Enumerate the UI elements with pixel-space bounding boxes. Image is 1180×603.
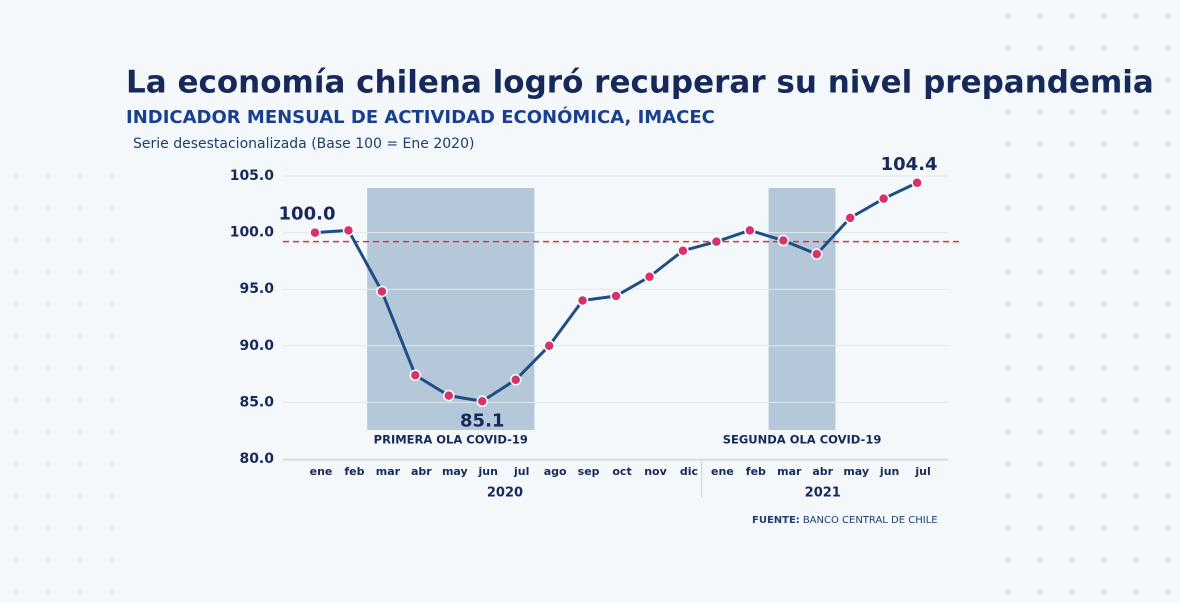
- data-point: [844, 212, 856, 224]
- x-tick-label: jun: [478, 465, 498, 478]
- x-tick-label: abr: [411, 465, 432, 478]
- shaded-period: [768, 188, 836, 430]
- x-tick-label: may: [442, 465, 468, 478]
- x-tick-label: mar: [777, 465, 802, 478]
- x-group-label: 2021: [805, 486, 841, 501]
- dot-pattern: [0, 150, 120, 603]
- data-label: 85.1: [460, 410, 504, 431]
- x-tick-label: sep: [578, 465, 600, 478]
- data-point: [643, 270, 656, 283]
- chart-note: Serie desestacionalizada (Base 100 = Ene…: [133, 136, 474, 152]
- data-label: 100.0: [279, 204, 336, 225]
- x-group-label: 2020: [487, 486, 523, 501]
- data-point: [342, 224, 355, 237]
- y-tick-label: 95.0: [239, 281, 274, 297]
- source: FUENTE: BANCO CENTRAL DE CHILE: [752, 515, 938, 526]
- data-point: [677, 244, 689, 257]
- y-tick-label: 80.0: [239, 451, 274, 467]
- source-name: BANCO CENTRAL DE CHILE: [803, 515, 938, 526]
- source-label: FUENTE:: [752, 515, 800, 526]
- x-tick-label: dic: [680, 465, 698, 478]
- x-tick-label: feb: [746, 465, 766, 478]
- y-tick-label: 90.0: [239, 338, 274, 354]
- data-point: [610, 290, 622, 302]
- chart-subtitle: INDICADOR MENSUAL DE ACTIVIDAD ECONÓMICA…: [126, 106, 715, 128]
- shaded-period-label: PRIMERA OLA COVID-19: [374, 433, 528, 447]
- shaded-period: [367, 188, 535, 430]
- x-tick-label: jun: [879, 465, 899, 478]
- dot-pattern: [990, 0, 1180, 603]
- data-point: [911, 177, 923, 189]
- data-point: [710, 235, 723, 248]
- data-point: [476, 395, 488, 408]
- data-point: [443, 389, 455, 402]
- data-point: [811, 248, 823, 260]
- x-tick-label: jul: [513, 465, 529, 478]
- x-tick-label: may: [843, 465, 869, 478]
- data-point: [877, 192, 890, 205]
- x-tick-label: jul: [914, 465, 930, 478]
- chart-title: La economía chilena logró recuperar su n…: [126, 65, 1154, 101]
- x-tick-label: abr: [812, 465, 833, 478]
- x-tick-label: mar: [376, 465, 401, 478]
- x-tick-label: oct: [612, 465, 631, 478]
- shaded-period-label: SEGUNDA OLA COVID-19: [723, 433, 882, 447]
- data-point: [576, 294, 589, 307]
- x-tick-label: feb: [344, 465, 364, 478]
- data-point: [777, 234, 790, 247]
- data-point: [409, 369, 422, 381]
- data-point: [509, 374, 522, 386]
- data-label: 104.4: [881, 154, 938, 175]
- data-point: [309, 226, 321, 239]
- x-tick-label: nov: [644, 465, 667, 478]
- y-tick-label: 85.0: [239, 394, 274, 410]
- y-tick-label: 105.0: [230, 168, 275, 184]
- data-point: [376, 285, 388, 298]
- x-tick-label: ene: [711, 465, 734, 478]
- y-tick-label: 100.0: [230, 225, 275, 241]
- x-tick-label: ene: [310, 465, 333, 478]
- data-point: [744, 224, 756, 237]
- x-tick-label: ago: [544, 465, 567, 478]
- data-point: [543, 340, 555, 352]
